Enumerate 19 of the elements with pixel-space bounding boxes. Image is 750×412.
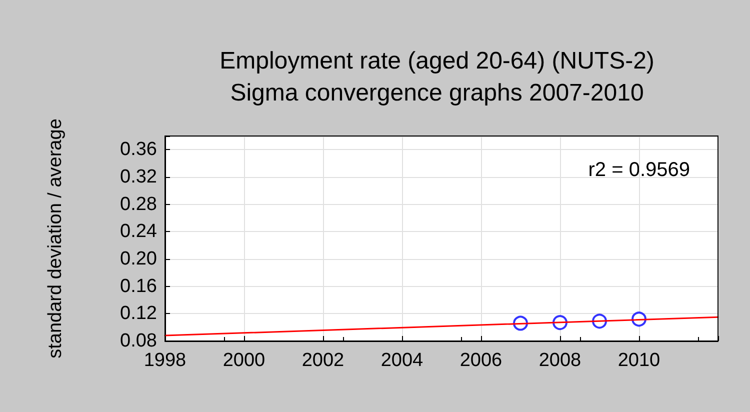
chart-subtitle: Sigma convergence graphs 2007-2010 bbox=[230, 80, 644, 106]
x-tick-label: 1998 bbox=[144, 350, 186, 371]
y-tick-label: 0.28 bbox=[120, 194, 157, 215]
y-tick-label: 0.32 bbox=[120, 166, 157, 188]
x-tick-label: 2002 bbox=[302, 350, 344, 371]
y-tick-label: 0.16 bbox=[120, 276, 157, 297]
chart-title: Employment rate (aged 20-64) (NUTS-2) bbox=[220, 48, 654, 74]
x-tick-label: 2004 bbox=[380, 350, 424, 371]
x-tick-label: 2010 bbox=[618, 350, 660, 371]
x-tick-label: 2008 bbox=[538, 350, 582, 371]
y-tick-label: 0.12 bbox=[120, 303, 157, 324]
y-tick-label: 0.08 bbox=[120, 330, 157, 352]
y-tick-label: 0.24 bbox=[120, 221, 158, 242]
x-tick-label: 2006 bbox=[460, 350, 502, 371]
x-tick-label: 2000 bbox=[222, 350, 266, 371]
annotation: r2 = 0.9569 bbox=[588, 159, 690, 181]
y-tick-label: 0.20 bbox=[120, 248, 157, 270]
y-tick-label: 0.36 bbox=[120, 139, 157, 160]
y-axis-title: standard deviation / average bbox=[45, 118, 66, 358]
